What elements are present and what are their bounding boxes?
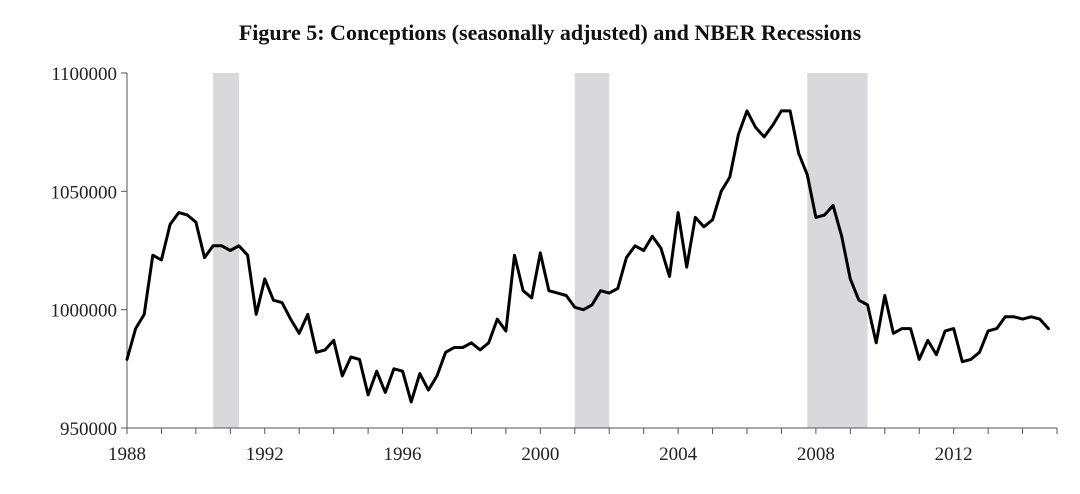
x-tick-label: 2012 xyxy=(935,444,973,465)
y-tick-label: 1100000 xyxy=(51,64,117,85)
plot-area xyxy=(125,109,1050,404)
recession-bands xyxy=(213,73,868,428)
x-tick-label: 2000 xyxy=(521,444,559,465)
x-tick-label: 1988 xyxy=(108,444,146,465)
x-tick-label: 2008 xyxy=(797,444,835,465)
y-axis-ticks: 950000 1000000 1050000 1100000 xyxy=(51,64,127,440)
recession-band-2 xyxy=(574,73,610,428)
recession-band-1 xyxy=(213,73,239,428)
x-tick-label: 1996 xyxy=(384,444,422,465)
y-tick-label: 1000000 xyxy=(51,301,118,322)
chart-axes xyxy=(126,73,1057,429)
chart-title: Figure 5: Conceptions (seasonally adjust… xyxy=(239,20,862,45)
series-line-conceptions xyxy=(125,109,1050,404)
y-tick-label: 950000 xyxy=(60,419,117,440)
x-axis-ticks: 1988 1992 1996 2000 2004 2008 2012 xyxy=(108,428,1058,465)
y-tick-label: 1050000 xyxy=(51,182,118,203)
x-tick-label: 2004 xyxy=(659,444,698,465)
recession-band-3 xyxy=(807,73,868,428)
x-tick-label: 1992 xyxy=(246,444,284,465)
